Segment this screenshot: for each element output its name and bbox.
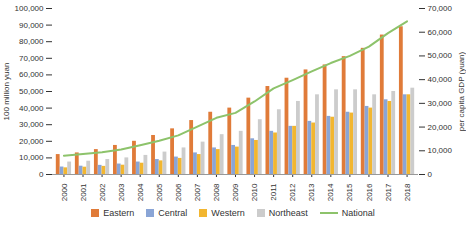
svg-text:10,000: 10,000 (428, 146, 453, 155)
svg-text:70,000: 70,000 (428, 4, 453, 13)
html-text:Northeast: Northeast (268, 208, 308, 218)
svg-text:60,000: 60,000 (428, 28, 453, 37)
svg-text:2010: 2010 (250, 183, 259, 201)
svg-text:2017: 2017 (384, 183, 393, 201)
svg-text:50,000: 50,000 (428, 51, 453, 60)
svg-text:20,000: 20,000 (19, 137, 44, 146)
svg-text:0: 0 (39, 170, 44, 179)
svg-text:2008: 2008 (212, 183, 221, 201)
svg-text:2006: 2006 (174, 183, 183, 201)
html-text:Western: Western (211, 208, 245, 218)
svg-text:2007: 2007 (193, 183, 202, 201)
svg-text:2004: 2004 (136, 183, 145, 201)
svg-text:2013: 2013 (307, 183, 316, 201)
svg-text:2000: 2000 (59, 183, 68, 201)
svg-text:40,000: 40,000 (19, 104, 44, 113)
html-text:National: National (341, 208, 375, 218)
html-text:Eastern: Eastern (103, 208, 135, 218)
svg-text:0: 0 (428, 170, 433, 179)
svg-text:30,000: 30,000 (19, 120, 44, 129)
svg-text:2002: 2002 (98, 183, 107, 201)
svg-text:2015: 2015 (345, 183, 354, 201)
svg-text:50,000: 50,000 (19, 87, 44, 96)
svg-text:80,000: 80,000 (19, 37, 44, 46)
svg-text:2014: 2014 (326, 183, 335, 201)
svg-text:2011: 2011 (269, 183, 278, 201)
svg-text:per capita GDP (yuan): per capita GDP (yuan) (457, 51, 466, 131)
svg-text:20,000: 20,000 (428, 123, 453, 132)
svg-text:90,000: 90,000 (19, 21, 44, 30)
svg-text:40,000: 40,000 (428, 75, 453, 84)
svg-text:2009: 2009 (231, 183, 240, 201)
svg-text:2018: 2018 (403, 183, 412, 201)
svg-text:100 million yuan: 100 million yuan (2, 63, 11, 121)
svg-text:2005: 2005 (155, 183, 164, 201)
svg-text:2003: 2003 (117, 183, 126, 201)
svg-text:60,000: 60,000 (19, 70, 44, 79)
svg-text:2001: 2001 (79, 183, 88, 201)
html-text:Central: Central (158, 208, 188, 218)
svg-text:10,000: 10,000 (19, 153, 44, 162)
svg-text:100,000: 100,000 (15, 4, 44, 13)
svg-text:2016: 2016 (364, 183, 373, 201)
svg-text:30,000: 30,000 (428, 99, 453, 108)
svg-text:2012: 2012 (288, 183, 297, 201)
svg-text:70,000: 70,000 (19, 54, 44, 63)
